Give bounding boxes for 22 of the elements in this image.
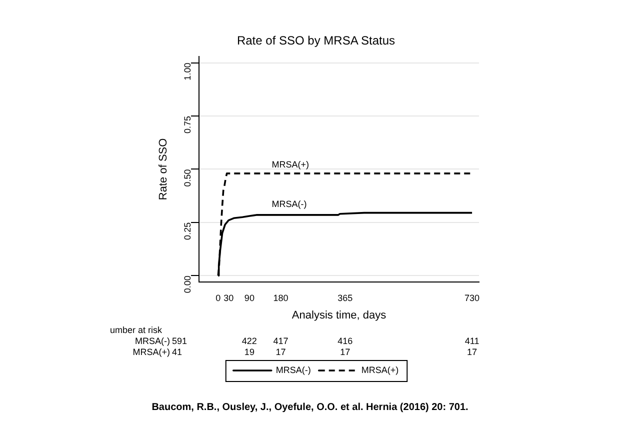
chart-title: Rate of SSO by MRSA Status: [236, 34, 396, 48]
text: Baucom, R.B., Ousley, J., Oyefule, O.O. et al. Hernia (2016) 20: 701.: [152, 402, 469, 413]
y-tick-label: 0.50: [182, 169, 192, 187]
x-tick-label: 730: [464, 292, 480, 303]
x-tick-label: 0: [216, 292, 221, 303]
x-tick-label: 365: [338, 292, 353, 303]
legend-label: MRSA(-): [276, 364, 311, 375]
text: MRSA(+) 41 19 17 17 17: [132, 346, 478, 357]
x-tick-label: 30: [224, 292, 234, 303]
y-axis-title: Rate of SSO: [158, 138, 170, 200]
text: MRSA(+): [272, 159, 310, 170]
y-tick-label: 1.00: [182, 62, 192, 80]
text: MRSA(-) 591 422 417 416 411: [135, 336, 480, 346]
x-axis-title: Analysis time, days: [292, 309, 387, 322]
y-tick-label: 0.75: [182, 116, 192, 134]
y-tick-label: 0.00: [182, 276, 192, 294]
legend-label: MRSA(+): [361, 364, 399, 375]
x-tick-label: 90: [244, 292, 254, 303]
text: umber at risk: [110, 324, 163, 335]
text: MRSA(-): [272, 198, 307, 209]
x-tick-label: 180: [273, 292, 288, 303]
y-tick-label: 0.25: [182, 222, 192, 240]
